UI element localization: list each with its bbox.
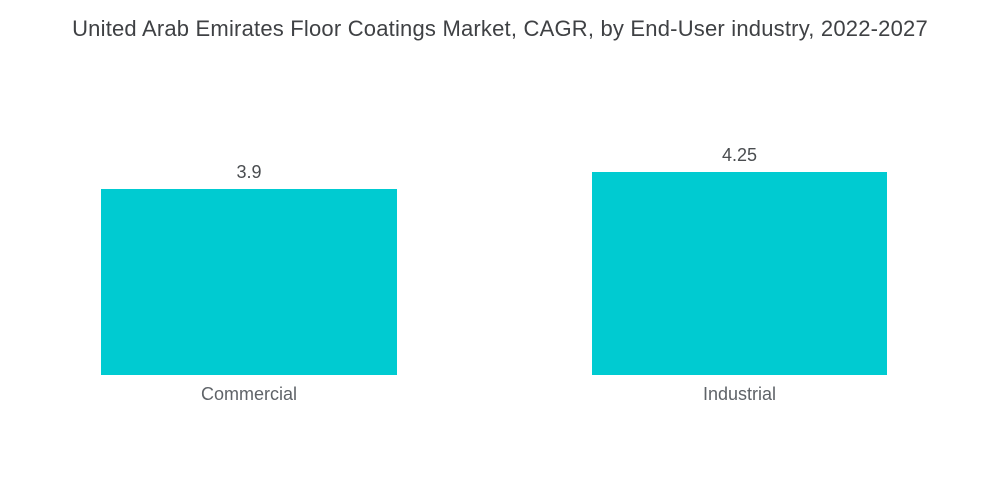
category-label-industrial: Industrial (702, 384, 777, 404)
bar-value-label: 4.25 (721, 145, 758, 165)
category-label-commercial: Commercial (200, 384, 297, 404)
bar-value-label: 3.9 (236, 162, 262, 182)
bar-industrial (592, 172, 887, 375)
chart-title: United Arab Emirates Floor Coatings Mark… (72, 16, 928, 41)
bar-group-industrial: 4.25 Industrial (592, 145, 887, 403)
bar-commercial (101, 189, 397, 375)
bar-group-commercial: 3.9 Commercial (101, 162, 397, 403)
